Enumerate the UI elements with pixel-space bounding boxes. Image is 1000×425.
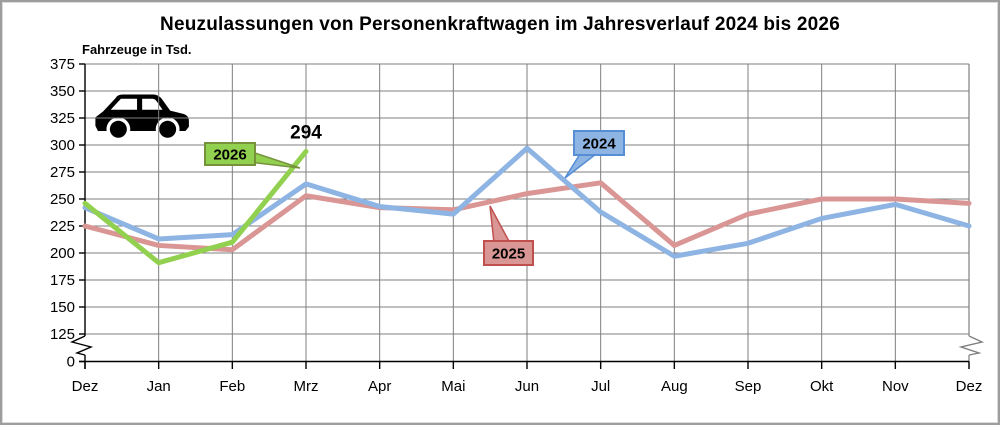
y-tick-label: 250 (50, 191, 75, 208)
callout-tail-2026 (248, 149, 301, 169)
y-axis-unit-label: Fahrzeuge in Tsd. (82, 42, 192, 57)
x-tick-label: Aug (661, 378, 688, 395)
x-tick-label: Mai (441, 378, 465, 395)
callout-label-2026: 2026 (213, 147, 246, 164)
callout-label-2024: 2024 (582, 136, 616, 153)
callout-box-2025 (483, 240, 534, 266)
y-axis-break (69, 335, 94, 356)
y-tick-label: 325 (50, 110, 75, 127)
x-tick-label: Mrz (294, 378, 319, 395)
y-tick-label: 350 (50, 83, 75, 100)
y-tick-label: 275 (50, 164, 75, 181)
callout-tail-2024 (564, 153, 599, 179)
x-tick-label: Jul (591, 378, 610, 395)
x-tick-label: Apr (368, 378, 391, 395)
y-tick-label: 375 (50, 56, 75, 73)
series-line-2024 (82, 145, 972, 259)
callout-box-2024 (573, 130, 625, 156)
value-label-294: 294 (290, 122, 322, 143)
x-tick-label: Jan (147, 378, 171, 395)
callout-box-2026 (204, 142, 256, 166)
y-tick-label: 0 (67, 354, 75, 371)
y-tick-label: 175 (50, 272, 75, 289)
series-line-2026 (82, 148, 309, 266)
car-icon (95, 94, 189, 142)
y-tick-label: 150 (50, 299, 75, 316)
x-tick-label: Okt (810, 378, 834, 395)
x-tick-label: Feb (219, 378, 245, 395)
chart-title: Neuzulassungen von Personenkraftwagen im… (160, 14, 840, 35)
x-tick-label: Nov (882, 378, 909, 395)
y-tick-label: 300 (50, 137, 75, 154)
callout-label-2025: 2025 (492, 246, 525, 263)
x-tick-label: Dez (956, 378, 983, 395)
x-axis-break (958, 335, 985, 356)
x-tick-label: Jun (515, 378, 539, 395)
y-tick-label: 225 (50, 218, 75, 235)
x-tick-label: Sep (735, 378, 762, 395)
y-tick-label: 125 (50, 326, 75, 343)
y-tick-label: 200 (50, 245, 75, 262)
series-line-2025 (82, 180, 972, 253)
callout-tail-2025 (489, 205, 512, 244)
x-tick-label: Dez (72, 378, 99, 395)
